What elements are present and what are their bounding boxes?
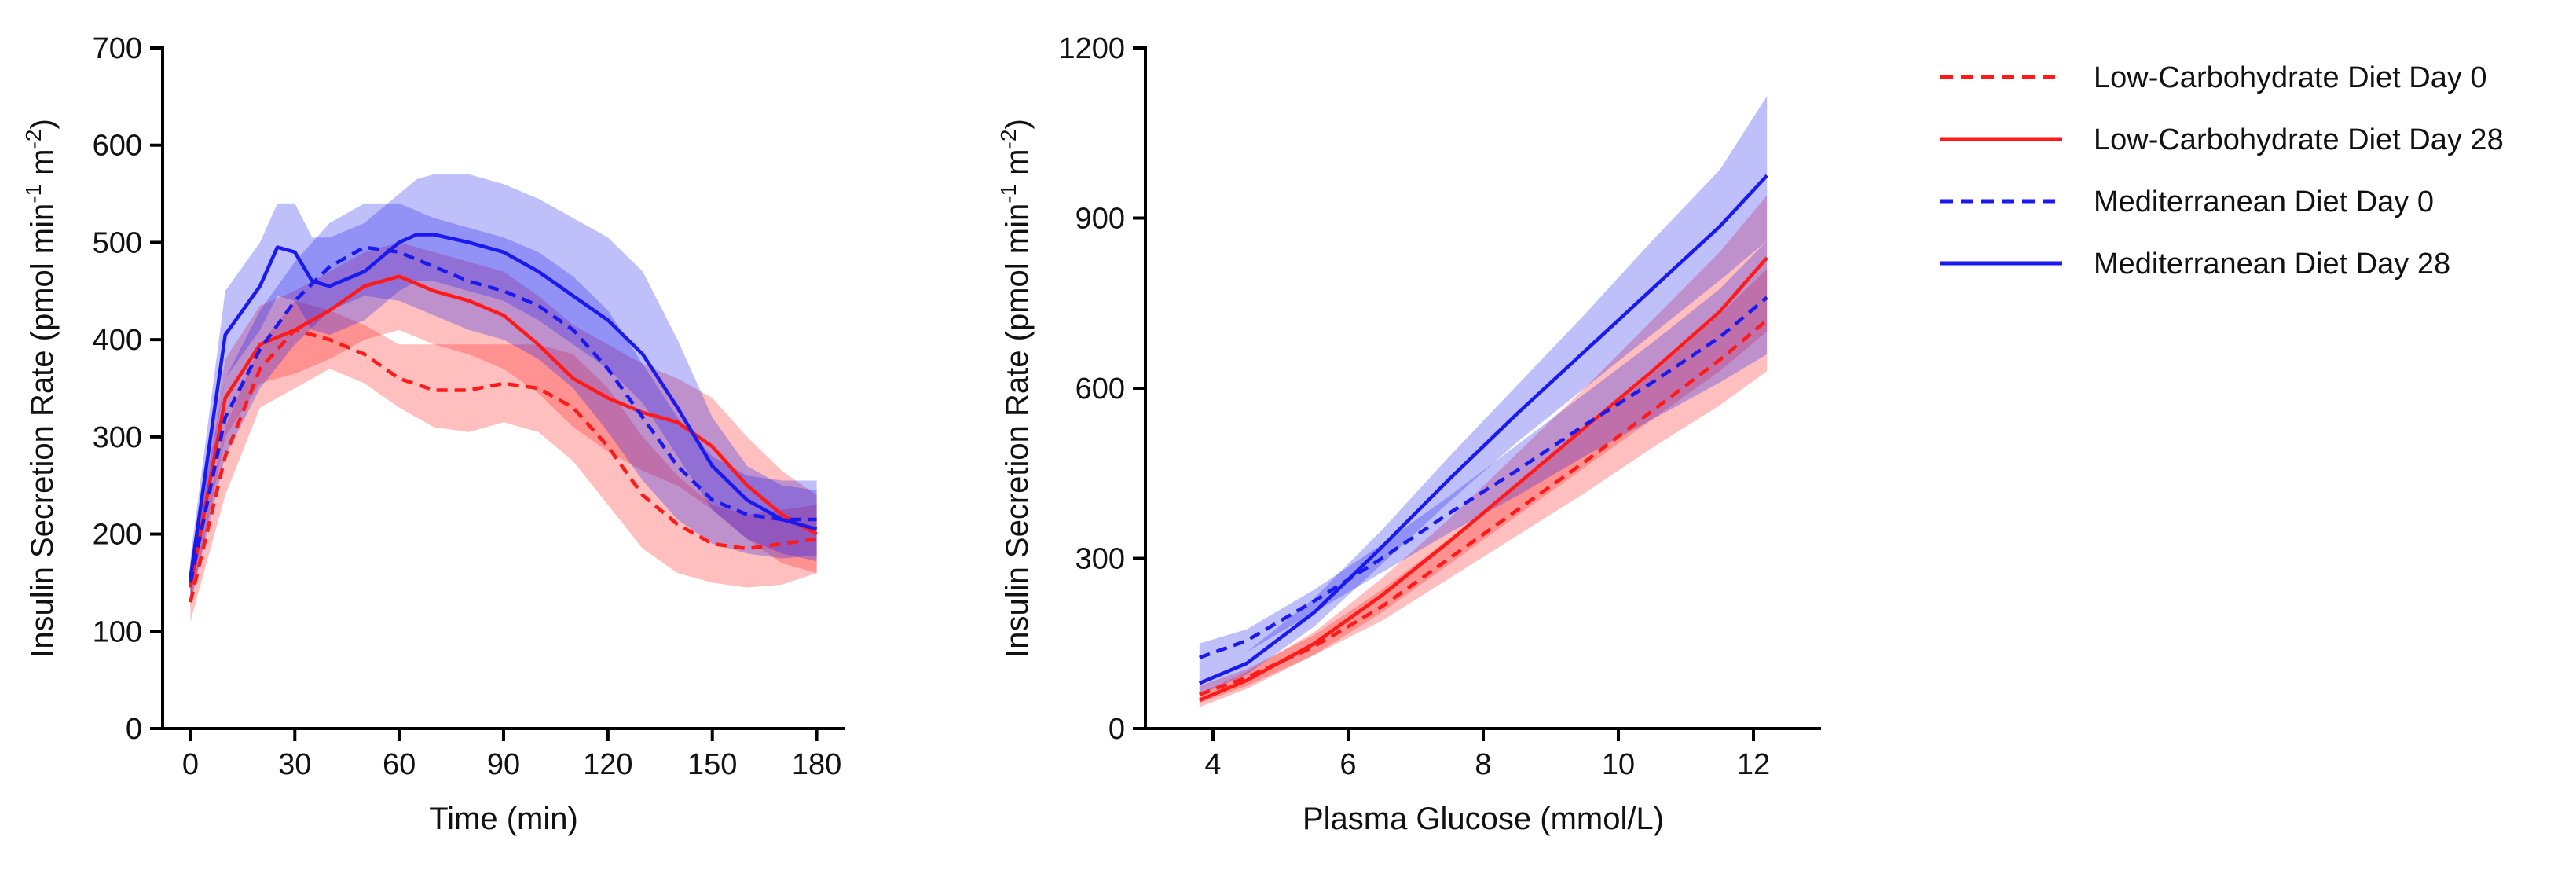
left-x-tick-label: 90 <box>487 748 520 781</box>
left-chart-panel: 0 100 200 300 400 500 600 700 0 30 60 90 120 150 180 Ti… <box>21 32 845 836</box>
right-x-tick-label: 4 <box>1204 748 1221 781</box>
left-line-mediterranean-diet-day-0 <box>189 245 817 583</box>
right-y-axis-title: Insulin Secretion Rate (pmol min-1 m-2) <box>996 119 1035 658</box>
right-line-low-carbohydrate-diet-day-28 <box>1198 256 1768 702</box>
right-x-axis-title: Plasma Glucose (mmol/L) <box>1303 802 1664 836</box>
left-line-mediterranean-diet-day-28 <box>189 233 818 578</box>
left-band-mediterranean-diet-day-0 <box>190 203 817 603</box>
legend-label: Low-Carbohydrate Diet Day 28 <box>2094 123 2504 156</box>
right-line-mediterranean-diet-day-0 <box>1199 296 1768 659</box>
left-y-tick-label: 700 <box>93 32 142 65</box>
right-line-low-carbohydrate-diet-day-0 <box>1199 318 1768 696</box>
legend-item-low-carbohydrate-diet-day-0: Low-Carbohydrate Diet Day 0 <box>1940 61 2487 94</box>
left-band-low-carbohydrate-diet-day-0 <box>190 300 817 622</box>
left-y-tick-label: 400 <box>93 324 142 357</box>
left-x-tick-label: 120 <box>583 748 632 781</box>
left-y-tick-label: 0 <box>126 713 142 746</box>
legend-item-low-carbohydrate-diet-day-28: Low-Carbohydrate Diet Day 28 <box>1940 123 2504 156</box>
legend-label: Low-Carbohydrate Diet Day 0 <box>2094 61 2487 94</box>
left-y-tick-label: 300 <box>93 421 142 454</box>
right-line-mediterranean-diet-day-28 <box>1198 174 1768 685</box>
legend-item-mediterranean-diet-day-0: Mediterranean Diet Day 0 <box>1940 185 2434 218</box>
right-x-tick-label: 12 <box>1737 748 1770 781</box>
left-y-axis-title: Insulin Secretion Rate (pmol min-1 m-2) <box>21 119 60 658</box>
left-y-tick-label: 200 <box>93 519 142 552</box>
right-y-tick-label: 1200 <box>1058 32 1125 65</box>
left-y-tick-label: 600 <box>93 130 142 163</box>
right-y-tick-label: 300 <box>1075 543 1125 576</box>
left-band-low-carbohydrate-diet-day-28 <box>190 242 817 608</box>
left-x-tick-label: 30 <box>278 748 311 781</box>
left-x-tick-label: 60 <box>383 748 416 781</box>
legend-label: Mediterranean Diet Day 0 <box>2094 185 2434 218</box>
left-x-tick-label: 0 <box>182 748 199 781</box>
right-y-tick-label: 900 <box>1075 203 1125 236</box>
left-x-axis-title: Time (min) <box>429 802 578 836</box>
left-line-low-carbohydrate-diet-day-28 <box>189 274 818 589</box>
left-y-tick-label: 100 <box>93 615 142 648</box>
left-x-tick-label: 150 <box>687 748 737 781</box>
right-chart-panel: 0 300 600 900 1200 4 6 8 10 12 Plasma Glucose (mmo… <box>996 32 1821 836</box>
legend: Low-Carbohydrate Diet Day 0 Low-Carbohydr… <box>1940 61 2504 281</box>
right-x-tick-label: 8 <box>1475 748 1491 781</box>
legend-label: Mediterranean Diet Day 28 <box>2094 248 2450 281</box>
right-y-tick-label: 600 <box>1075 373 1125 406</box>
left-x-tick-label: 180 <box>792 748 841 781</box>
right-band-mediterranean-diet-day-0 <box>1199 240 1768 672</box>
left-y-tick-label: 500 <box>93 226 142 259</box>
right-y-tick-label: 0 <box>1108 713 1125 746</box>
right-x-tick-label: 10 <box>1602 748 1635 781</box>
legend-item-mediterranean-diet-day-28: Mediterranean Diet Day 28 <box>1940 248 2450 281</box>
right-x-tick-label: 6 <box>1339 748 1356 781</box>
